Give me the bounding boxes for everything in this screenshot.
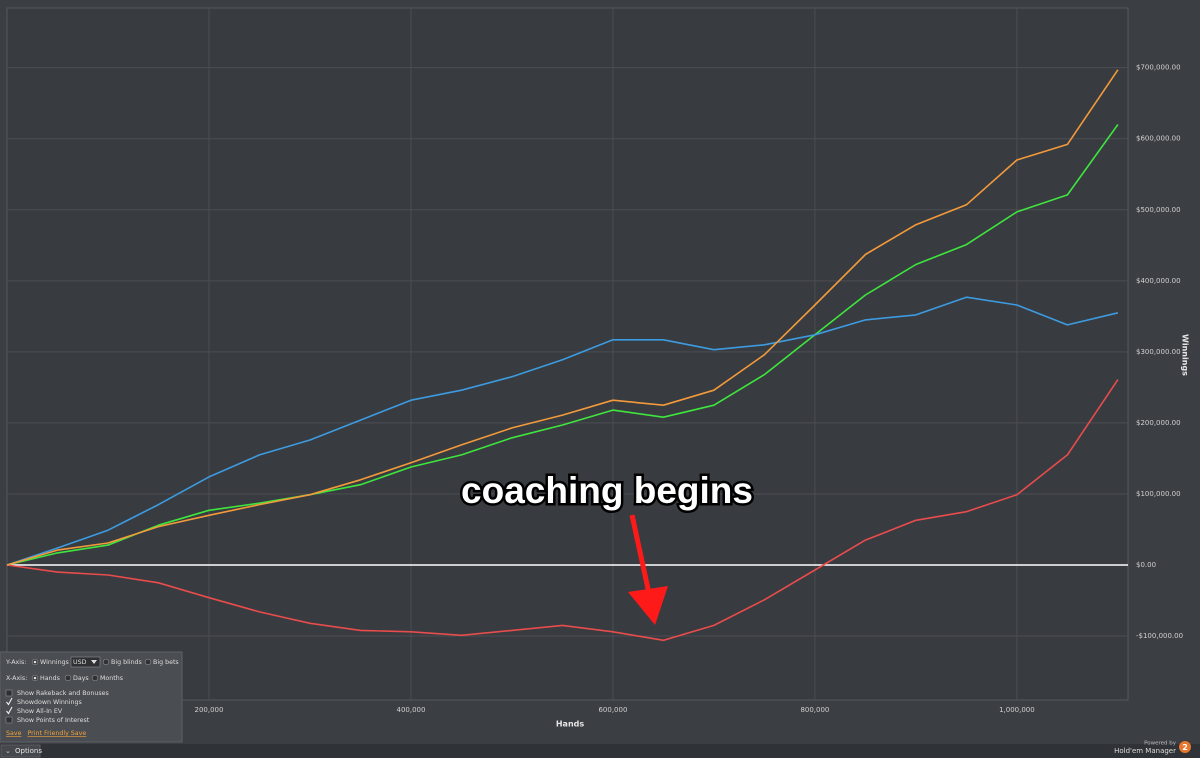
annotation-arrow-shaft (629, 514, 653, 599)
panel-link[interactable]: Save (6, 730, 22, 737)
x-tick-label: 1,000,000 (999, 706, 1035, 714)
y-tick-label: $100,000.00 (1136, 490, 1181, 498)
currency-select[interactable] (70, 656, 101, 668)
y-tick-label: -$100,000.00 (1136, 632, 1183, 640)
checkbox-label[interactable]: Show Points of Interest (17, 717, 90, 724)
currency-value[interactable]: USD (73, 659, 87, 666)
checkbox-label[interactable]: Show All-In EV (17, 708, 63, 715)
x-axis-title: Hands (556, 720, 585, 729)
product-version: 2 (1182, 743, 1188, 752)
radio-label[interactable]: Big bets (153, 659, 179, 666)
x-tick-label: 800,000 (800, 706, 829, 714)
annotation-arrow-head (628, 586, 668, 625)
grid (7, 8, 1128, 700)
y-tick-label: $500,000.00 (1136, 206, 1181, 214)
status-bar (0, 744, 1200, 758)
select-arrow (91, 660, 97, 664)
series-line (6, 69, 1119, 566)
options-toggle-icon: ⌄ (5, 747, 11, 755)
axis-option-label: X-Axis: (6, 675, 27, 682)
series-line (6, 379, 1119, 642)
radio-dot (33, 660, 37, 664)
radio-button[interactable] (91, 674, 99, 682)
labels: 200,000 400,000 600,000 800,000 1,000,000 -$1… (195, 64, 1184, 714)
radio-button[interactable] (64, 674, 72, 682)
x-tick-label: 600,000 (598, 706, 627, 714)
y-tick-label: $200,000.00 (1136, 419, 1181, 427)
annotation: coaching begins (459, 467, 755, 625)
options-toggle-label[interactable]: Options (15, 747, 42, 755)
y-axis-title: Winnings (1181, 334, 1190, 376)
x-tick-label: 200,000 (195, 706, 224, 714)
radio-dot (33, 676, 37, 680)
annotation-text: coaching begins (461, 470, 753, 511)
branding: Powered by Hold'em Manager 2 (1114, 741, 1191, 755)
y-tick-label: $400,000.00 (1136, 277, 1181, 285)
series-line (6, 296, 1119, 566)
radio-label[interactable]: Days (73, 675, 89, 682)
series-line (6, 124, 1119, 566)
product-badge (1179, 741, 1191, 753)
checkbox[interactable] (5, 716, 13, 724)
y-tick-label: $700,000.00 (1136, 64, 1181, 72)
y-tick-label: $0.00 (1136, 561, 1156, 569)
axis-option-label: Y-Axis: (5, 659, 26, 666)
checkbox-label[interactable]: Show Rakeback and Bonuses (17, 690, 109, 697)
radio-label[interactable]: Winnings (40, 659, 69, 666)
checkbox[interactable] (5, 689, 13, 697)
checkbox-label[interactable]: Showdown Winnings (17, 699, 82, 706)
checkmark (6, 697, 13, 706)
radio-label[interactable]: Months (100, 675, 123, 682)
x-tick-label: 400,000 (396, 706, 425, 714)
checkmark (6, 706, 13, 715)
lines (6, 69, 1119, 642)
radio-button[interactable] (144, 658, 152, 666)
product-name: Hold'em Manager (1114, 747, 1176, 755)
y-tick-label: $600,000.00 (1136, 135, 1181, 143)
options-toggle[interactable] (0, 744, 41, 758)
powered-by: Powered by (1144, 741, 1177, 747)
panel-link[interactable]: Print Friendly Save (27, 730, 86, 737)
radio-label[interactable]: Big blinds (111, 659, 142, 666)
radio-button[interactable] (102, 658, 110, 666)
plot-area (6, 7, 1129, 701)
radio-label[interactable]: Hands (40, 675, 60, 682)
options-panel: Y-Axis: Winnings Big blinds Big bets USD X-Ax… (0, 651, 183, 743)
y-tick-label: $300,000.00 (1136, 348, 1181, 356)
